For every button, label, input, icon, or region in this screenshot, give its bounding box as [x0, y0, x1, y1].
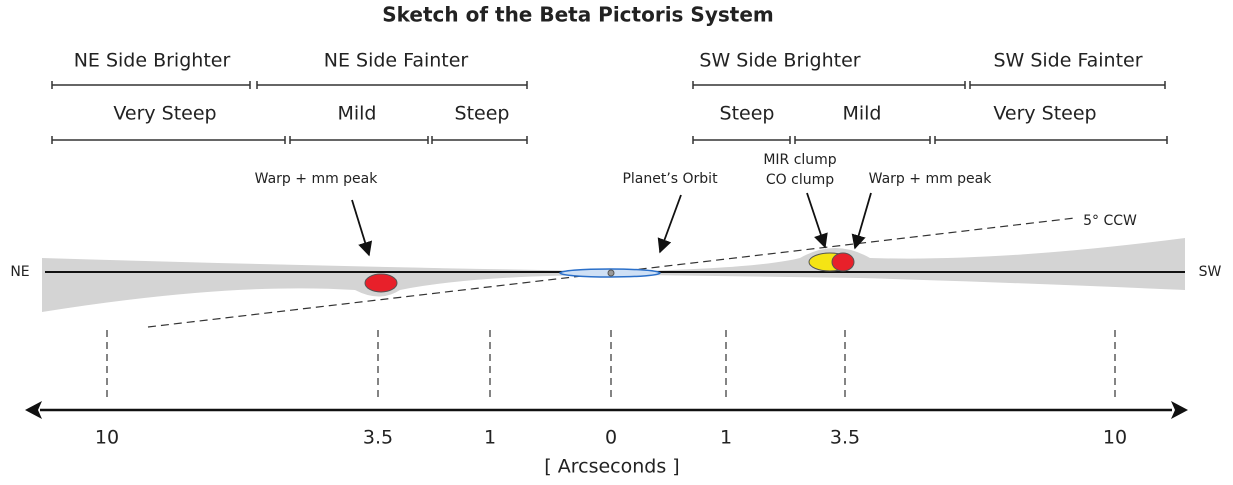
slope-row: Very Steep Mild Steep Steep Mild Very St…: [51, 103, 1168, 144]
slope-label: Very Steep: [113, 103, 216, 125]
star: [607, 269, 615, 277]
tick-label: 0: [605, 427, 617, 449]
slope-label: Mild: [842, 103, 881, 125]
brightness-row: NE Side Brighter NE Side Fainter SW Side…: [51, 50, 1166, 89]
co-clump: [831, 252, 855, 272]
axis-ticks: 10 3.5 1 0 1 3.5 10: [95, 427, 1127, 449]
annotation: Warp + mm peak: [869, 171, 993, 187]
tick-label: 3.5: [830, 427, 860, 449]
brackets: [51, 136, 1168, 144]
axis-label: [ Arcseconds ]: [544, 456, 679, 478]
slope-label: Steep: [455, 103, 510, 125]
slope-label: Very Steep: [993, 103, 1096, 125]
tick-label: 3.5: [363, 427, 393, 449]
tick-label: 1: [720, 427, 732, 449]
tick-label: 10: [1103, 427, 1127, 449]
slope-label: Mild: [337, 103, 376, 125]
region-label: NE Side Brighter: [74, 50, 231, 72]
annotation: 5° CCW: [1083, 213, 1137, 229]
region-label: SW Side Fainter: [993, 50, 1142, 72]
side-label: NE: [10, 264, 29, 280]
left-clump: [364, 273, 398, 293]
tick-label: 10: [95, 427, 119, 449]
brackets: [51, 81, 1166, 89]
region-label: SW Side Brighter: [699, 50, 860, 72]
title: Sketch of the Beta Pictoris System: [382, 3, 773, 27]
arrows: [351, 192, 872, 257]
annotation: MIR clump: [763, 152, 836, 168]
side-label: SW: [1199, 264, 1222, 280]
tick-lines: [106, 330, 1116, 398]
annotation: Warp + mm peak: [255, 171, 379, 187]
annotation: Planet’s Orbit: [622, 171, 718, 187]
region-label: NE Side Fainter: [324, 50, 469, 72]
slope-label: Steep: [720, 103, 775, 125]
annotation: CO clump: [766, 172, 834, 188]
tick-label: 1: [484, 427, 496, 449]
